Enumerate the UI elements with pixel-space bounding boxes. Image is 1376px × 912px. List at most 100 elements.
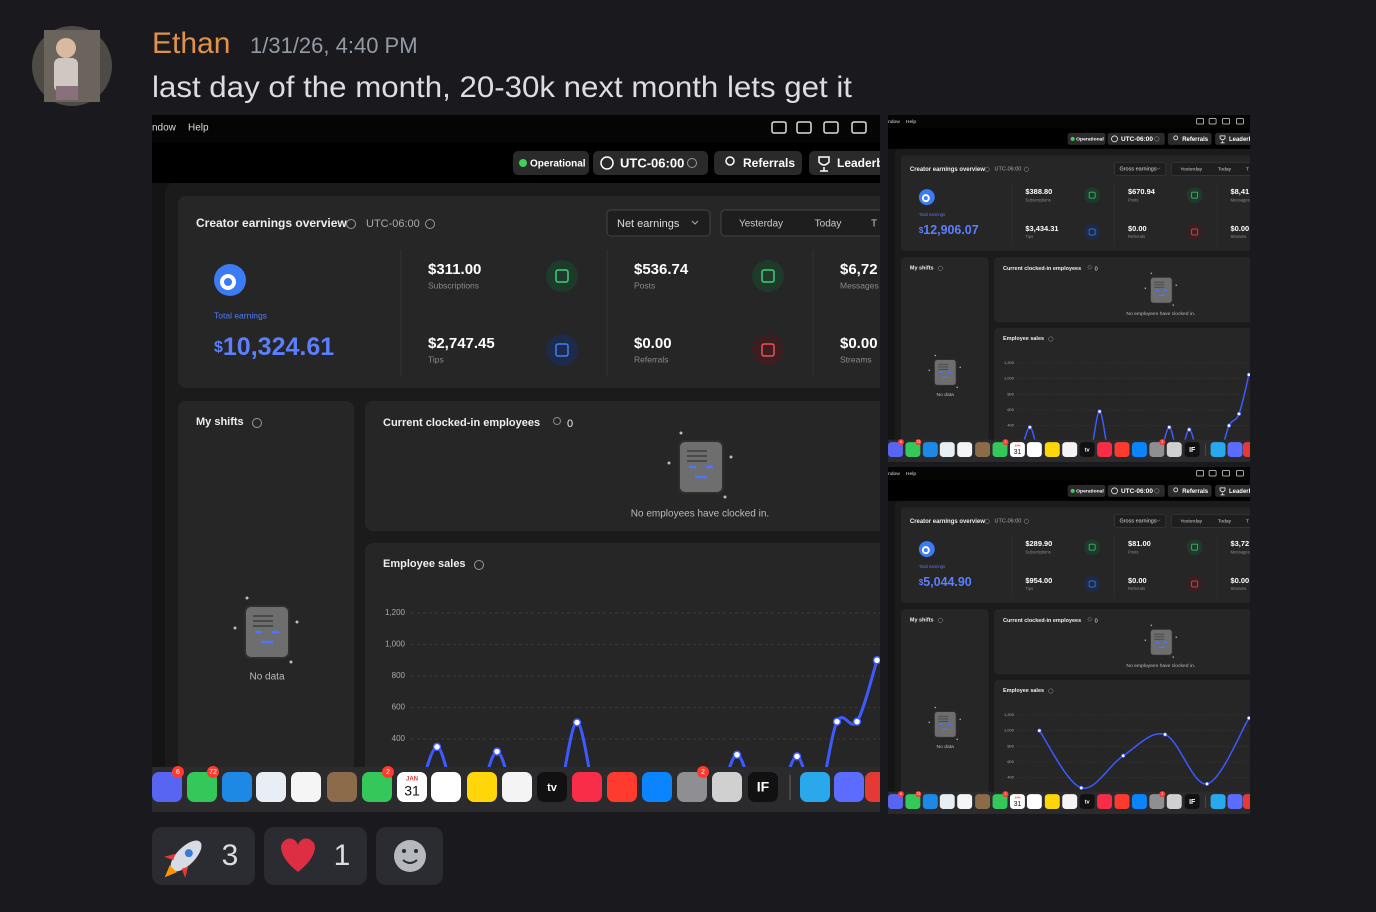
leaderboard: Leaderb [837,156,884,170]
card-title: My shifts [910,265,934,271]
timezone: UTC-06:00 [995,167,1022,173]
dock-app [1114,794,1130,810]
sales-point [832,717,842,726]
info-icon [1154,136,1160,142]
menu-icon [1208,470,1217,477]
referral-icon [1173,487,1179,493]
badge [897,791,904,798]
total-value: 10,324.61 [223,333,334,361]
sparkle [1172,656,1175,658]
y-tick-label: 600 [1007,407,1014,412]
avatar[interactable] [32,26,112,106]
badge [697,766,709,778]
menu-icon [1196,470,1205,477]
stat-label: Streams [1231,234,1247,239]
reaction[interactable]: 1 [264,827,367,885]
info-icon [1154,488,1160,494]
sales-point [1121,753,1126,758]
badge [915,439,922,446]
empty-icon [667,431,733,499]
dock-app [1210,442,1226,458]
dock-app [957,794,973,810]
tab: T [1246,167,1249,173]
tab: T [871,219,877,230]
brand-logo [214,264,246,296]
timezone: UTC-06:00 [620,155,684,170]
sales-line [1038,717,1250,789]
dock-app [1242,442,1250,458]
dock-app [922,442,938,458]
menu-icon [1222,470,1230,477]
sales-point [1027,425,1033,430]
stat-value: $81.00 [1128,539,1151,548]
info-icon [252,418,262,428]
menu-bar [152,115,880,142]
badge-count: 2 [1005,440,1007,444]
badge-count: 6 [900,792,902,796]
info-icon [1023,518,1029,524]
sales-point [1097,409,1102,414]
menu-icon [851,121,867,134]
sales-point [1226,423,1232,428]
dock-app [1026,794,1042,810]
referral-icon [725,156,735,166]
card-title: My shifts [910,617,934,623]
add-reaction[interactable] [376,827,443,885]
tabs [720,209,880,237]
stat-value: $670.94 [1128,187,1156,196]
brand-logo [918,189,935,206]
dock-app [712,772,742,802]
dock-app [397,772,427,802]
referrals: Referrals [1182,137,1209,143]
dock-app [1009,442,1025,458]
brand-logo [918,541,935,558]
dock-app [1242,794,1250,810]
empty-icon [1144,272,1178,306]
stat-icon-glyph [1088,228,1096,236]
doc-face [1155,641,1168,648]
screenshot[interactable]: ndow Help Operational UTC-06:00 Referrals Lea… [888,115,1305,477]
dock-app [1227,442,1243,458]
card-title: My shifts [196,416,244,428]
empty-text: No data [249,672,284,683]
card-title: Current clocked-in employees [383,417,540,429]
sales-point [1037,728,1042,733]
stat-value: $0.00 [1128,576,1147,585]
dock-app [975,442,991,458]
author[interactable]: Ethan [152,27,230,60]
sparkle [679,431,683,435]
doc-face [939,723,952,730]
clocked-count: 0 [567,418,573,430]
stat-label: Tips [1025,234,1033,239]
screenshot[interactable]: ndow Help Operational UTC-06:00 Referrals Lea… [152,115,990,843]
currency: $ [919,226,924,235]
chevron [1156,519,1161,522]
stat-label: Streams [1231,586,1247,591]
clocked-count: 0 [1095,266,1098,272]
dock-app [992,442,1008,458]
total-earnings: $10,324.61 [214,333,334,361]
badge [1002,439,1009,446]
stat-label: Messages [1231,197,1250,202]
earnings-card [178,196,880,388]
sales-point [1204,781,1210,787]
dock-app [1227,794,1243,810]
dock-app [1044,442,1060,458]
pill-button [1067,484,1106,497]
pill-button [1167,484,1212,497]
pill-button [1107,132,1165,145]
sales-point [492,747,502,756]
sales-point [1167,425,1172,430]
globe-icon [1111,135,1118,143]
reaction[interactable]: 3 [152,827,255,888]
brand-logo-mark [220,274,236,290]
stat-value: $0.00 [840,335,878,352]
doc [933,358,957,386]
trophy-icon [1219,135,1226,144]
dock-app [748,772,778,802]
sparkle [729,455,733,459]
stat-icon [1084,224,1101,240]
y-tick-label: 800 [1007,743,1014,748]
screenshot[interactable]: ndow Help Operational UTC-06:00 Referrals Lea… [888,467,1305,829]
